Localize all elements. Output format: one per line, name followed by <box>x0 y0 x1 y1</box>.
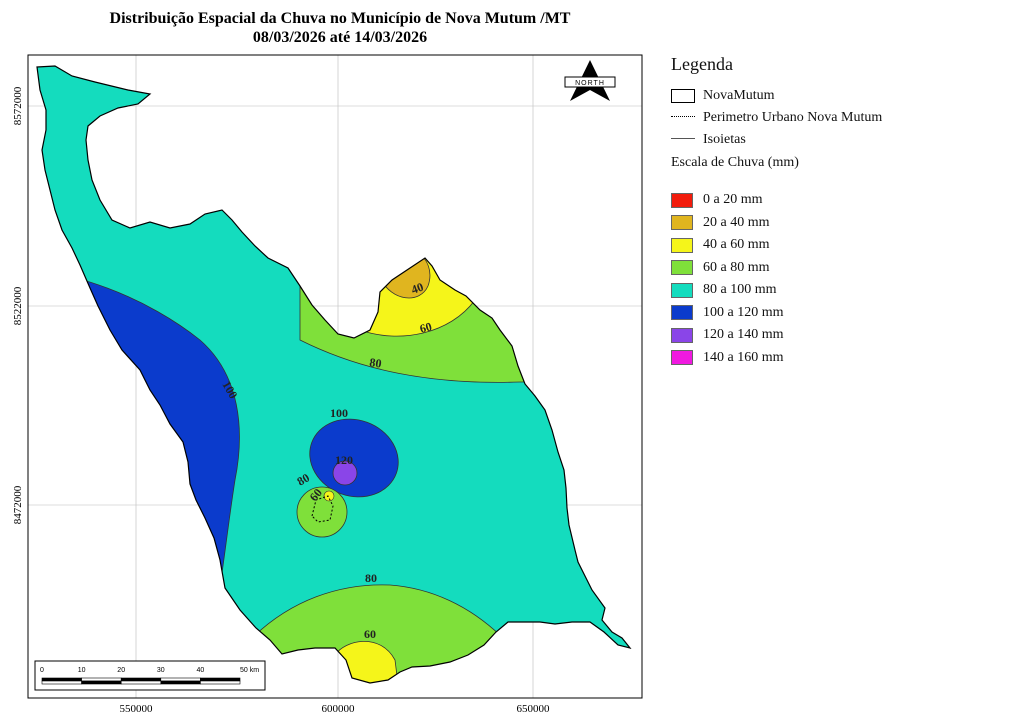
dotted-line-icon <box>671 110 695 117</box>
rain-class-label: 120 a 140 mm <box>703 327 784 343</box>
isoline-label: 60 <box>364 627 376 641</box>
color-swatch-icon <box>671 260 693 276</box>
x-tick-label: 650000 <box>517 703 551 715</box>
scalebar-tick-label: 10 <box>78 667 86 674</box>
rain-class-list: 0 a 20 mm 20 a 40 mm 40 a 60 mm 60 a 80 mm 8… <box>671 189 1011 369</box>
rain-class-label: 80 a 100 mm <box>703 282 777 298</box>
zone-60-80-urban <box>296 486 348 538</box>
zone-40-60-urban <box>323 490 335 502</box>
color-swatch-icon <box>671 192 693 208</box>
rainfall-map[interactable]: 40 60 80 100 100 120 80 60 80 60 NORTH 0… <box>0 0 660 724</box>
rain-class-row: 60 a 80 mm <box>671 257 1011 280</box>
x-tick-label: 600000 <box>322 703 356 715</box>
rain-class-row: 100 a 120 mm <box>671 302 1011 325</box>
zone-120-140-center <box>332 460 358 486</box>
rain-class-row: 120 a 140 mm <box>671 324 1011 347</box>
legend-item: NovaMutum <box>671 85 1011 107</box>
legend-item: Perimetro Urbano Nova Mutum <box>671 107 1011 129</box>
rain-scale-title: Escala de Chuva (mm) <box>671 155 799 170</box>
legend-item: Isoietas <box>671 129 1011 151</box>
rainfall-zones <box>37 66 630 683</box>
rain-class-row: 0 a 20 mm <box>671 189 1011 212</box>
rain-class-label: 0 a 20 mm <box>703 192 763 208</box>
scale-bar: 0 10 20 30 40 50 km <box>34 660 266 691</box>
polygon-outline-icon <box>671 89 695 103</box>
color-swatch-icon <box>671 350 693 366</box>
legend-item-label: Perimetro Urbano Nova Mutum <box>703 110 883 125</box>
north-arrow: NORTH <box>564 60 616 101</box>
legend-item-label: NovaMutum <box>703 88 775 103</box>
zone-100-120-center <box>309 418 399 498</box>
isoline-label: 80 <box>365 571 377 585</box>
axis-tick-labels: 550000 600000 650000 8572000 8522000 8472000 <box>12 86 550 715</box>
rain-class-label: 140 a 160 mm <box>703 349 784 365</box>
map-title: Distribuição Espacial da Chuva no Municí… <box>109 10 571 27</box>
y-tick-label: 8572000 <box>12 86 24 125</box>
color-swatch-icon <box>671 327 693 343</box>
isoline-label: 120 <box>335 453 353 467</box>
scalebar-tick-label: 0 <box>40 667 44 674</box>
rain-class-row: 20 a 40 mm <box>671 212 1011 235</box>
color-swatch-icon <box>671 282 693 298</box>
legend-item-label: Isoietas <box>703 132 746 147</box>
color-swatch-icon <box>671 237 693 253</box>
rain-class-label: 40 a 60 mm <box>703 237 770 253</box>
rain-class-row: 140 a 160 mm <box>671 347 1011 370</box>
y-tick-label: 8522000 <box>12 286 24 325</box>
isoline-label: 60 <box>418 319 433 336</box>
scalebar-tick-label: 50 km <box>240 667 259 674</box>
urban-perimeter <box>311 495 334 523</box>
color-swatch-icon <box>671 305 693 321</box>
x-tick-label: 550000 <box>120 703 154 715</box>
north-label: NORTH <box>575 80 605 87</box>
y-tick-label: 8472000 <box>12 485 24 524</box>
isoline-label: 80 <box>369 355 383 371</box>
legend-title: Legenda <box>671 54 733 74</box>
scalebar-tick-label: 30 <box>157 667 165 674</box>
rain-class-label: 20 a 40 mm <box>703 214 770 230</box>
scalebar-tick-label: 20 <box>117 667 125 674</box>
map-subtitle: 08/03/2026 até 14/03/2026 <box>252 29 428 46</box>
isoline-label: 40 <box>409 280 425 297</box>
isoline-label: 100 <box>330 406 348 420</box>
scalebar-tick-label: 40 <box>197 667 205 674</box>
solid-line-icon <box>671 132 695 139</box>
rain-class-label: 100 a 120 mm <box>703 304 784 320</box>
rain-class-row: 40 a 60 mm <box>671 234 1011 257</box>
rain-class-label: 60 a 80 mm <box>703 259 770 275</box>
legend-panel: Legenda NovaMutum Perimetro Urbano Nova … <box>671 54 1011 369</box>
rain-class-row: 80 a 100 mm <box>671 279 1011 302</box>
color-swatch-icon <box>671 215 693 231</box>
map-frame <box>27 54 643 699</box>
